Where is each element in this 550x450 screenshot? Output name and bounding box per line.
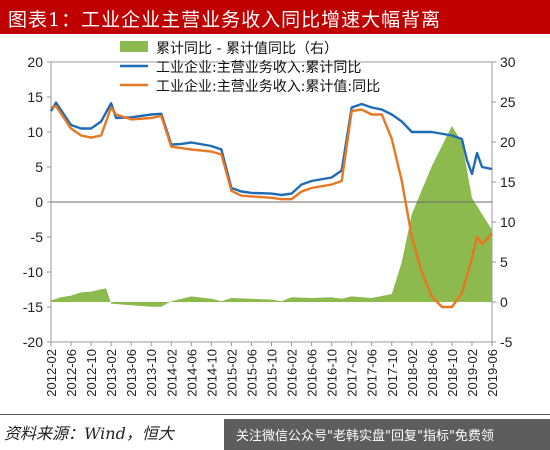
x-tick-label: 2018-10 bbox=[445, 349, 460, 397]
x-tick-label: 2016-06 bbox=[305, 349, 320, 397]
y-left-tick-label: 10 bbox=[27, 124, 43, 140]
x-tick-label: 2014-10 bbox=[204, 349, 219, 397]
y-left-tick-label: -20 bbox=[23, 334, 43, 350]
x-tick-label: 2016-10 bbox=[325, 349, 340, 397]
y-left-tick-label: 0 bbox=[35, 194, 43, 210]
legend-area-label: 累计同比 - 累计值同比（右） bbox=[156, 41, 338, 57]
watermark-banner: 关注微信公众号"老韩实盘"回复"指标"免费领 bbox=[224, 419, 550, 450]
x-tick-label: 2018-02 bbox=[405, 349, 420, 397]
watermark-text: 关注微信公众号"老韩实盘"回复"指标"免费领 bbox=[236, 429, 494, 444]
x-tick-label: 2013-02 bbox=[104, 349, 119, 397]
x-tick-label: 2016-02 bbox=[285, 349, 300, 397]
series-line-cumulative-value-yoy bbox=[50, 104, 493, 309]
y-left-tick-label: 5 bbox=[35, 159, 43, 175]
y-right-tick-label: 30 bbox=[500, 54, 516, 70]
x-tick-label: 2018-06 bbox=[425, 349, 440, 397]
series-area-cumulative-diff bbox=[51, 126, 492, 307]
x-tick-label: 2017-02 bbox=[345, 349, 360, 397]
x-tick-label: 2019-02 bbox=[465, 349, 480, 397]
title-bar: 图表1：工业企业主营业务收入同比增速大幅背离 bbox=[0, 0, 550, 34]
x-tick-label: 2017-06 bbox=[365, 349, 380, 397]
x-tick-label: 2013-10 bbox=[144, 349, 159, 397]
x-tick-label: 2012-10 bbox=[84, 349, 99, 397]
chart: 20 15 10 5 0 -5 -10 -15 -20 30 25 20 15 10 5 0 -5 2012-02… bbox=[23, 41, 516, 397]
y-right-tick-label: 5 bbox=[500, 254, 508, 270]
y-right-tick-label: 15 bbox=[500, 174, 516, 190]
y-left-tick-label: -15 bbox=[23, 299, 43, 315]
x-tick-label: 2013-06 bbox=[124, 349, 139, 397]
x-tick-label: 2019-06 bbox=[485, 349, 500, 397]
y-right-tick-label: 10 bbox=[500, 214, 516, 230]
x-tick-label: 2014-06 bbox=[184, 349, 199, 397]
source-note: 资料来源：Wind，恒大 bbox=[4, 424, 174, 443]
legend-line-yoy-label: 工业企业:主营业务收入:累计同比 bbox=[156, 59, 361, 76]
x-tick-label: 2014-02 bbox=[164, 349, 179, 397]
source-divider bbox=[0, 414, 550, 415]
y-right-tick-label: -5 bbox=[500, 334, 513, 350]
y-left-tick-label: 20 bbox=[27, 54, 43, 70]
legend-line-cum-value-label: 工业企业:主营业务收入:累计值:同比 bbox=[156, 78, 380, 95]
y-left-tick-label: -5 bbox=[31, 229, 44, 245]
y-left-tick-label: 15 bbox=[27, 89, 43, 105]
x-tick-label: 2012-02 bbox=[44, 349, 59, 397]
y-right-tick-label: 0 bbox=[500, 294, 508, 310]
y-right-tick-label: 20 bbox=[500, 134, 516, 150]
x-tick-label: 2017-10 bbox=[385, 349, 400, 397]
legend-area-swatch bbox=[120, 41, 148, 52]
x-tick-label: 2015-02 bbox=[224, 349, 239, 397]
x-tick-label: 2015-06 bbox=[245, 349, 260, 397]
chart-title: 图表1：工业企业主营业务收入同比增速大幅背离 bbox=[8, 9, 442, 31]
y-left-tick-label: -10 bbox=[23, 264, 43, 280]
y-right-tick-label: 25 bbox=[500, 94, 516, 110]
x-tick-label: 2012-06 bbox=[64, 349, 79, 397]
x-tick-label: 2015-10 bbox=[265, 349, 280, 397]
